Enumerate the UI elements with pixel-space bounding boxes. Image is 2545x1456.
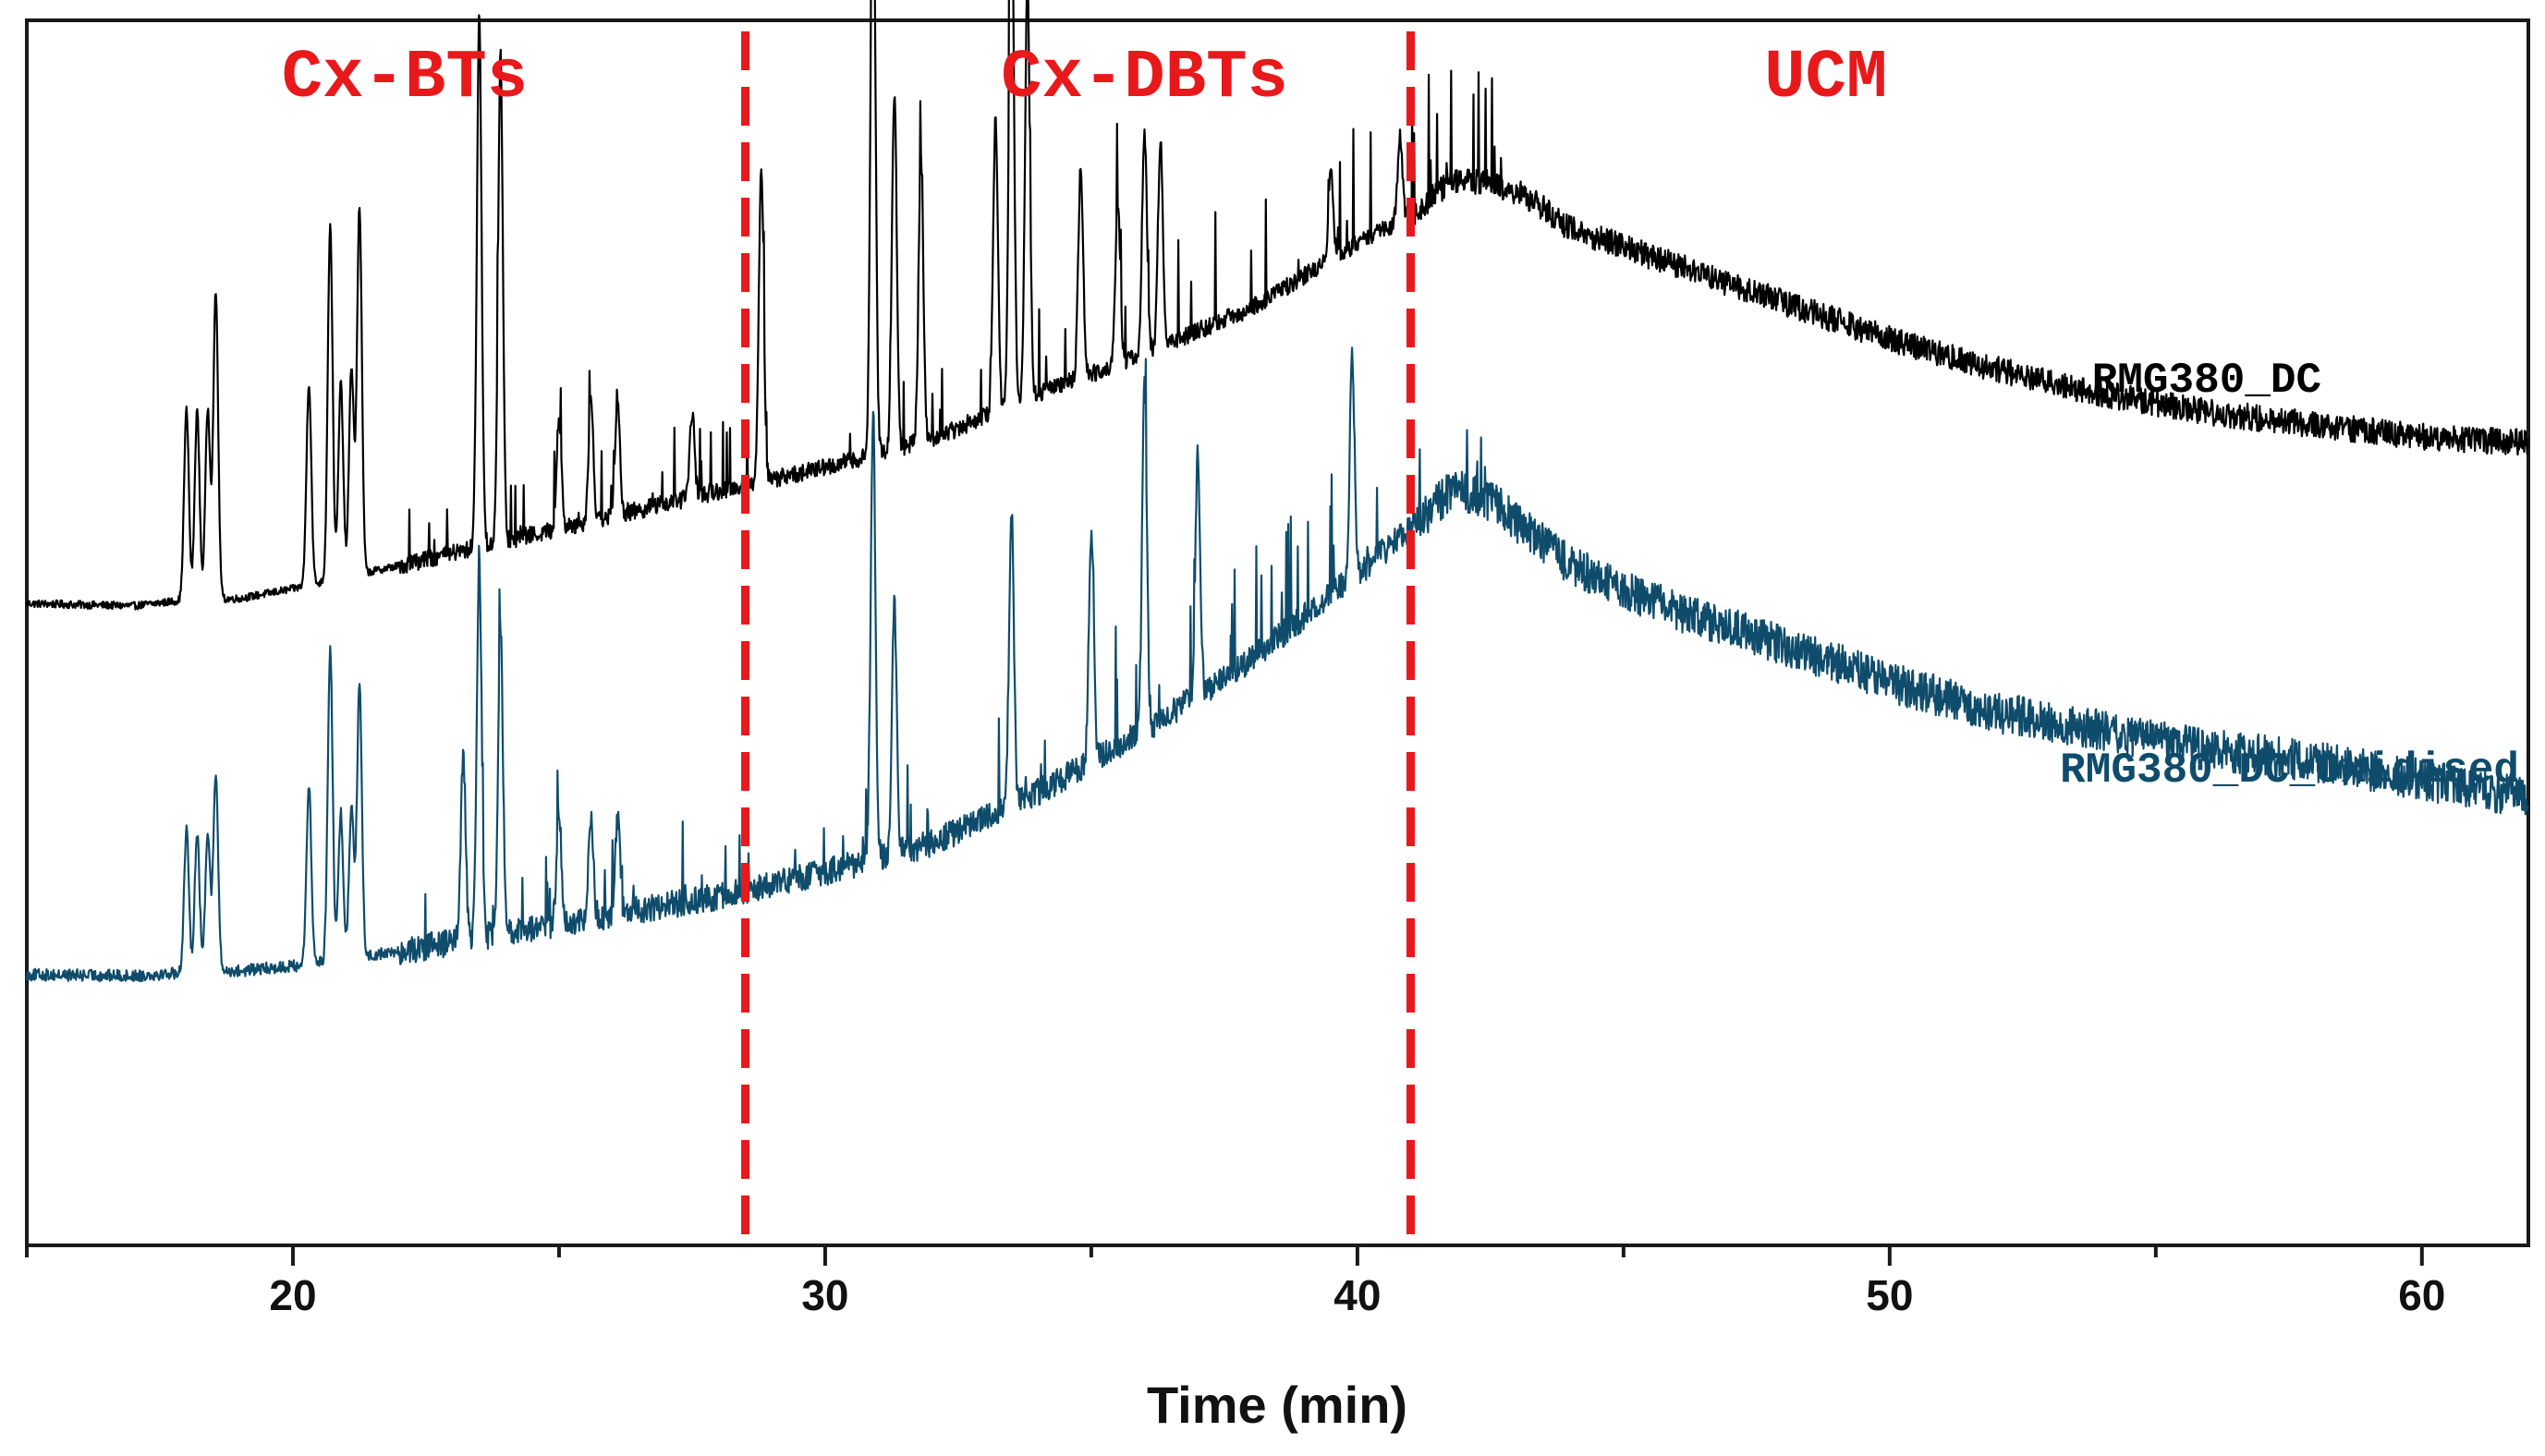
series-trace-1: [25, 0, 2529, 611]
series-trace-2: [25, 346, 2529, 983]
series-layer: [25, 0, 2529, 983]
x-axis-title: Time (min): [1147, 1376, 1407, 1434]
x-axis-ticks: 20 30 40 50 60: [25, 1245, 2445, 1319]
x-tick-label: 50: [1866, 1271, 1913, 1319]
series-label-1: RMG380_DC: [2092, 357, 2321, 405]
x-tick-label: 20: [269, 1271, 316, 1319]
x-tick-label: 60: [2398, 1271, 2445, 1319]
region-label-ucm: UCM: [1764, 40, 1887, 117]
region-label-cx-bts: Cx-BTs: [282, 40, 528, 117]
region-label-cx-dbts: Cx-DBTs: [1001, 40, 1288, 117]
series-label-2: RMG380_DC_Oxidised: [2060, 746, 2519, 795]
x-tick-label: 30: [801, 1271, 848, 1319]
annotation-layer: Cx-BTs Cx-DBTs UCM RMG380_DC RMG380_DC_Oxidi…: [282, 40, 2519, 795]
divider-layer: [741, 31, 1415, 1245]
x-tick-label: 40: [1333, 1271, 1381, 1319]
